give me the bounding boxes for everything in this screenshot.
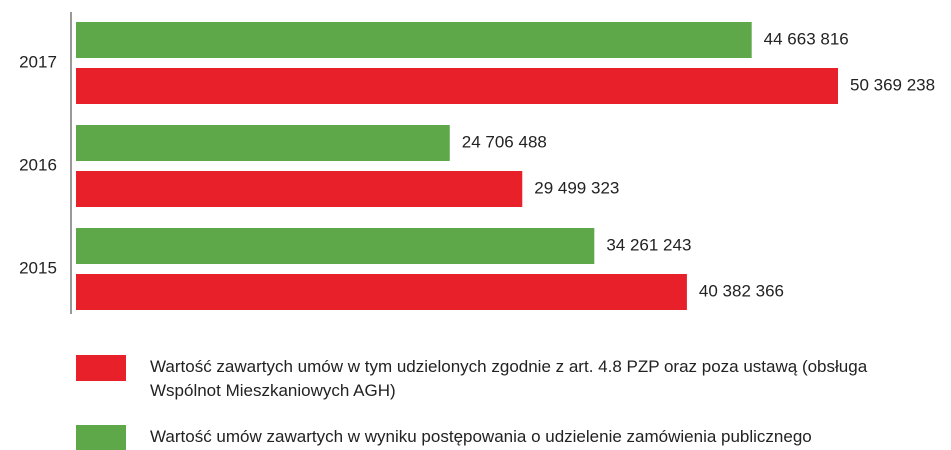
value-label: 44 663 816 — [764, 29, 849, 48]
bar — [76, 68, 838, 104]
bar — [76, 228, 595, 264]
legend-swatch — [76, 425, 126, 450]
legend-swatch — [76, 355, 126, 381]
plot: 2017 50 369 238 44 663 816 2016 29 499 323 24… — [19, 12, 935, 314]
legend-label: Wartość zawartych umów w tym udzielonych… — [150, 357, 868, 400]
category-label: 2016 — [19, 155, 57, 174]
value-label: 50 369 238 — [850, 75, 935, 94]
legend-item: Wartość zawartych umów w tym udzielonych… — [76, 355, 936, 403]
value-label: 34 261 243 — [606, 235, 691, 254]
bar — [76, 171, 523, 207]
legend-item: Wartość umów zawartych w wyniku postępow… — [76, 425, 936, 450]
value-label: 29 499 323 — [534, 178, 619, 197]
bar — [76, 125, 450, 161]
category-label: 2015 — [19, 258, 57, 277]
bar — [76, 274, 687, 310]
legend-label: Wartość umów zawartych w wyniku postępow… — [150, 427, 812, 446]
bar — [76, 22, 752, 58]
category-label: 2017 — [19, 52, 57, 71]
value-label: 40 382 366 — [699, 281, 784, 300]
value-label: 24 706 488 — [462, 132, 547, 151]
